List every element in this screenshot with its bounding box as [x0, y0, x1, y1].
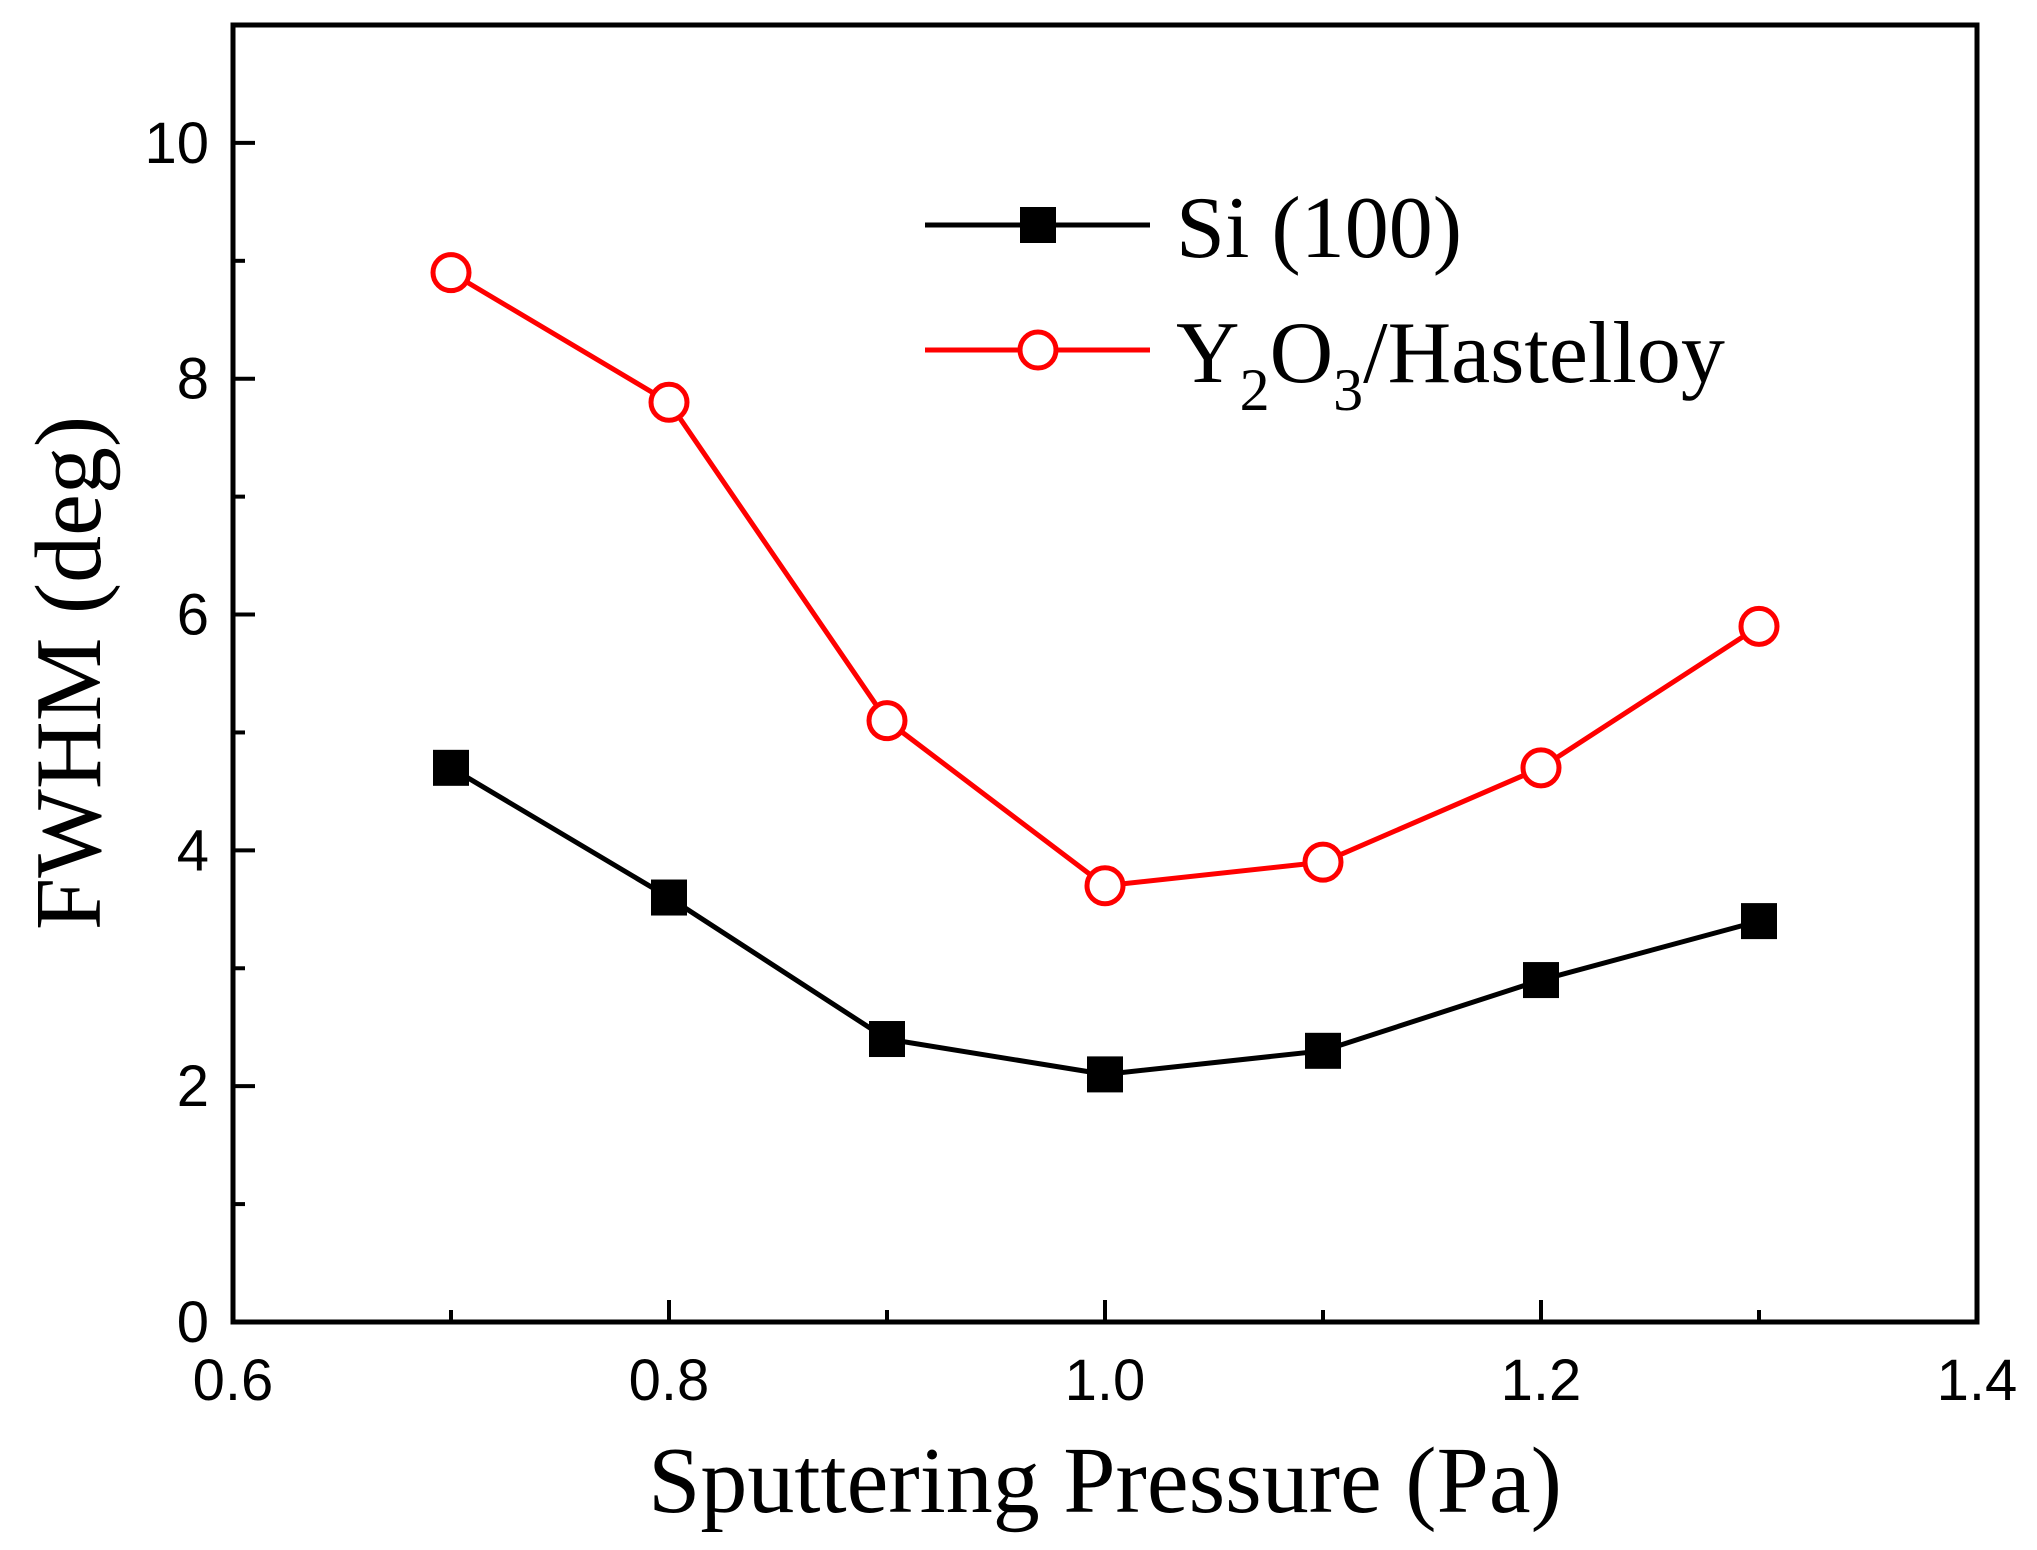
- legend-label-y2o3-part-rest: /Hastelloy: [1363, 305, 1725, 402]
- legend-label-y2o3-sub-3: 3: [1333, 357, 1363, 423]
- data-point-y2o3: [1302, 841, 1344, 883]
- x-axis: 0.6 0.8 1.0 1.2 1.4: [193, 1300, 2018, 1413]
- legend-label-y2o3: Y2O3/Hastelloy: [1176, 305, 1725, 423]
- data-point-si: [433, 749, 469, 786]
- legend-label-y2o3-sub-2: 2: [1240, 357, 1270, 423]
- y-tick-label: 10: [144, 111, 209, 176]
- y-axis-title: FWHM (deg): [17, 416, 121, 930]
- data-point-y2o3: [430, 252, 472, 294]
- y-tick-label: 8: [177, 347, 209, 412]
- series-markers: [430, 252, 1780, 1093]
- data-point-si: [1305, 1032, 1341, 1069]
- legend: Si (100) Y2O3/Hastelloy: [925, 180, 1725, 423]
- data-point-y2o3: [1520, 747, 1562, 789]
- x-tick-label: 1.4: [1937, 1348, 2018, 1413]
- y-tick-label: 2: [177, 1054, 209, 1119]
- data-point-y2o3: [1738, 605, 1780, 647]
- legend-label-y2o3-part-o: O: [1270, 305, 1334, 402]
- x-tick-label: 1.2: [1501, 1348, 1582, 1413]
- x-tick-label: 1.0: [1065, 1348, 1146, 1413]
- data-point-si: [1523, 962, 1559, 999]
- data-point-y2o3: [1084, 865, 1126, 907]
- data-point-si: [1741, 903, 1777, 940]
- y-tick-label: 0: [177, 1290, 209, 1355]
- plot-frame: [230, 22, 1980, 1325]
- y-tick-label: 4: [177, 818, 209, 883]
- data-point-y2o3: [866, 700, 908, 742]
- y-axis: 0 2 4 6 8 10: [144, 111, 255, 1355]
- data-point-si: [869, 1021, 905, 1058]
- x-tick-label: 0.6: [193, 1348, 274, 1413]
- legend-marker-si: [1020, 207, 1056, 243]
- series-line-0: [449, 765, 1760, 1077]
- legend-label-si: Si (100): [1176, 180, 1462, 277]
- legend-label-y2o3-part-y: Y: [1176, 305, 1240, 402]
- x-tick-label: 0.8: [629, 1348, 710, 1413]
- x-axis-title: Sputtering Pressure (Pa): [648, 1429, 1562, 1533]
- legend-marker-y2o3: [1017, 329, 1059, 371]
- data-point-y2o3: [648, 381, 690, 423]
- y-tick-label: 6: [177, 583, 209, 648]
- data-point-si: [1087, 1056, 1123, 1093]
- data-point-si: [651, 879, 687, 916]
